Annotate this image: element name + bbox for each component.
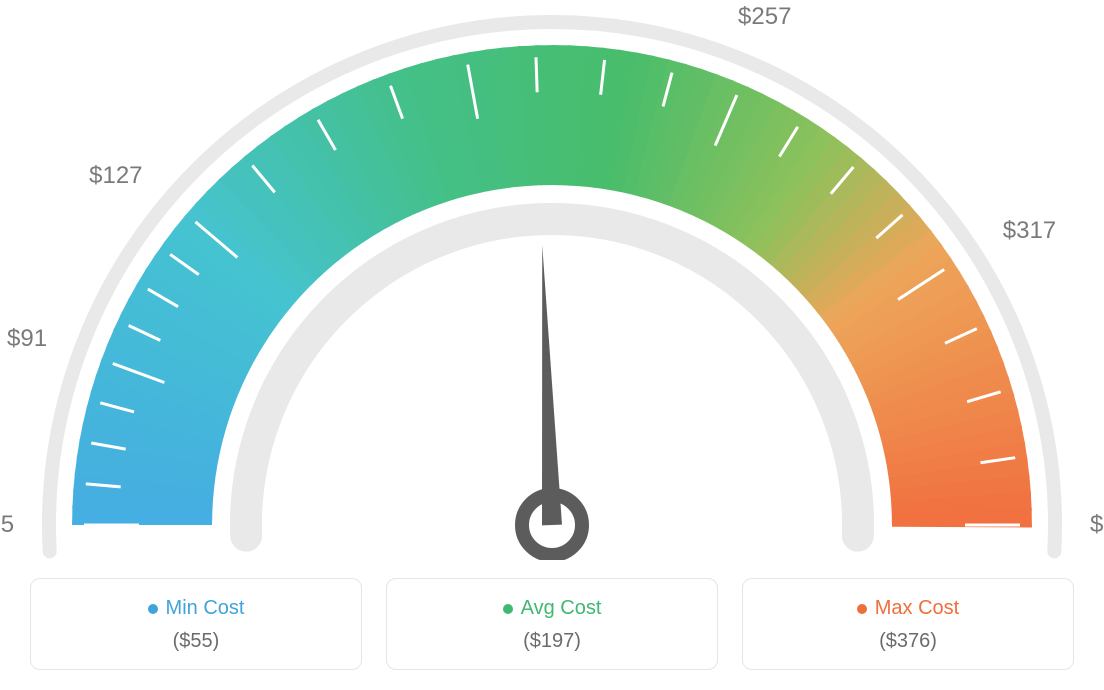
gauge-chart: $55$91$127$197$257$317$376 [0,0,1104,560]
gauge-tick-label: $127 [89,162,142,190]
dot-max-icon [857,604,867,614]
legend-label-min: Min Cost [166,597,245,620]
gauge-tick-label: $257 [738,3,791,31]
legend-value-avg: ($197) [387,630,717,653]
legend-row: Min Cost ($55) Avg Cost ($197) Max Cost … [0,578,1104,670]
legend-title-avg: Avg Cost [503,597,602,620]
legend-label-max: Max Cost [875,597,959,620]
gauge-tick-label: $376 [1090,511,1104,539]
legend-card-min: Min Cost ($55) [30,578,362,670]
legend-title-max: Max Cost [857,597,959,620]
legend-value-min: ($55) [31,630,361,653]
legend-title-min: Min Cost [148,597,245,620]
gauge-svg [0,0,1104,560]
legend-card-max: Max Cost ($376) [742,578,1074,670]
legend-value-max: ($376) [743,630,1073,653]
legend-label-avg: Avg Cost [521,597,602,620]
gauge-tick-label: $317 [1003,217,1056,245]
dot-avg-icon [503,604,513,614]
gauge-tick-label: $55 [0,511,14,539]
legend-card-avg: Avg Cost ($197) [386,578,718,670]
dot-min-icon [148,604,158,614]
gauge-tick-label: $91 [7,325,47,353]
